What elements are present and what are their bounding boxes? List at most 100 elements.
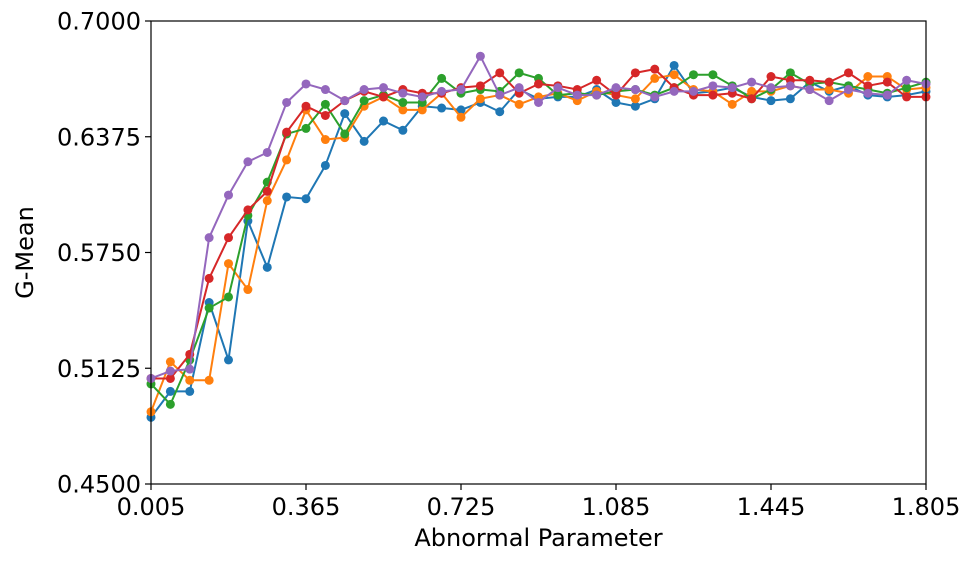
- data-point: [592, 90, 602, 100]
- data-point: [224, 355, 233, 365]
- data-point: [165, 386, 175, 396]
- x-tick-label: 0.725: [427, 493, 496, 521]
- data-point: [708, 70, 718, 80]
- data-point: [262, 262, 272, 272]
- data-point: [340, 129, 350, 139]
- data-point: [514, 99, 524, 109]
- data-point: [785, 81, 795, 91]
- data-point: [398, 125, 408, 135]
- data-point: [863, 72, 873, 82]
- data-point: [650, 92, 660, 102]
- data-point: [495, 107, 505, 117]
- x-axis: 0.005 0.365 0.725 1.085 1.445 1.805: [117, 484, 961, 521]
- data-point: [689, 70, 698, 80]
- data-point: [417, 105, 427, 115]
- data-point: [669, 86, 679, 96]
- data-point: [262, 147, 272, 157]
- data-point: [224, 190, 233, 200]
- data-point: [882, 90, 892, 100]
- data-point: [824, 85, 834, 95]
- data-point: [456, 105, 466, 115]
- x-tick-label: 1.445: [737, 493, 806, 521]
- data-point: [863, 81, 873, 91]
- data-point: [882, 77, 892, 87]
- data-point: [611, 83, 621, 93]
- data-point: [224, 233, 233, 243]
- data-point: [824, 77, 834, 87]
- data-point: [727, 83, 737, 93]
- data-point: [398, 105, 408, 115]
- data-point: [708, 90, 718, 100]
- data-point: [340, 109, 350, 119]
- data-point: [282, 192, 292, 202]
- data-point: [224, 292, 233, 302]
- data-point: [437, 86, 447, 96]
- data-point: [165, 399, 175, 409]
- data-point: [863, 88, 873, 98]
- data-point: [224, 259, 233, 269]
- x-tick-label: 0.365: [272, 493, 341, 521]
- data-point: [553, 83, 563, 93]
- data-point: [495, 68, 505, 78]
- data-point: [766, 96, 776, 106]
- data-point: [844, 68, 853, 78]
- data-point: [320, 160, 330, 170]
- data-point: [359, 96, 369, 106]
- data-point: [301, 79, 311, 89]
- data-point: [572, 90, 582, 100]
- data-point: [165, 366, 175, 376]
- data-point: [243, 157, 253, 167]
- data-point: [398, 97, 408, 107]
- data-point: [514, 68, 524, 78]
- data-point: [650, 64, 660, 74]
- data-point: [747, 86, 757, 96]
- data-point: [204, 273, 214, 283]
- data-point: [824, 96, 834, 106]
- data-point: [398, 88, 408, 98]
- data-point: [417, 92, 427, 102]
- data-point: [282, 127, 292, 137]
- data-point: [475, 51, 485, 61]
- data-point: [630, 101, 640, 111]
- y-tick-label: 0.5750: [57, 239, 141, 267]
- data-point: [282, 155, 292, 165]
- data-point: [204, 233, 214, 243]
- y-tick-label: 0.5125: [57, 355, 141, 383]
- y-tick-label: 0.6375: [57, 123, 141, 151]
- data-point: [243, 205, 253, 215]
- data-point: [902, 92, 912, 102]
- data-point: [301, 123, 311, 133]
- data-point: [669, 70, 679, 80]
- data-point: [475, 94, 485, 104]
- data-point: [456, 85, 466, 95]
- series-5: [146, 51, 931, 383]
- data-point: [785, 68, 795, 78]
- series-layer: [146, 51, 931, 422]
- data-point: [902, 83, 912, 93]
- data-point: [844, 85, 853, 95]
- data-point: [320, 135, 330, 145]
- data-point: [359, 136, 369, 146]
- data-point: [340, 96, 350, 106]
- data-point: [301, 194, 311, 204]
- data-point: [669, 60, 679, 70]
- data-point: [534, 97, 543, 107]
- data-point: [185, 364, 195, 374]
- data-point: [379, 116, 388, 126]
- data-point: [611, 97, 621, 107]
- data-point: [747, 77, 757, 87]
- data-point: [689, 86, 698, 96]
- data-point: [708, 81, 718, 91]
- data-point: [805, 75, 815, 85]
- series-4: [146, 64, 931, 383]
- data-point: [320, 85, 330, 95]
- data-point: [727, 99, 737, 109]
- data-point: [592, 75, 602, 85]
- x-tick-label: 1.805: [892, 493, 961, 521]
- data-point: [514, 83, 524, 93]
- data-point: [456, 112, 466, 122]
- data-point: [204, 303, 214, 313]
- data-point: [282, 97, 292, 107]
- data-point: [437, 103, 447, 113]
